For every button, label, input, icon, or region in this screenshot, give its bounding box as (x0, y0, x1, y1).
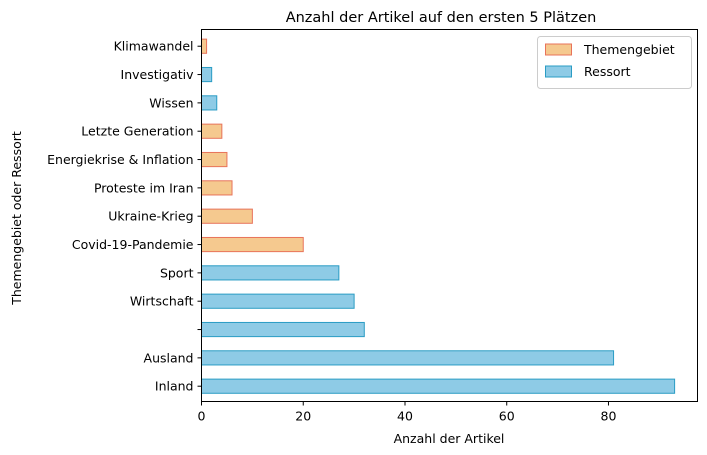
bar (201, 38, 208, 54)
x-ticks-group: 0 20 40 60 80 (198, 401, 617, 424)
y-tick-label: Inland (155, 379, 194, 394)
y-tick-label: Proteste im Iran (94, 180, 194, 195)
bar (201, 293, 355, 309)
bar (201, 378, 676, 394)
y-tick-label: Ausland (144, 350, 194, 365)
y-tick-label: Wissen (149, 95, 193, 110)
x-tick-label: 20 (295, 409, 311, 424)
legend-label: Ressort (584, 64, 631, 79)
plot-frame (201, 29, 698, 402)
y-ticks-group: Inland Ausland Wirtschaft Sport Covid-19-Pan… (47, 39, 202, 394)
legend-swatch (545, 65, 572, 78)
bar (201, 265, 340, 281)
y-tick-label: Letzte Generation (81, 124, 193, 139)
bars-group (201, 38, 676, 394)
bar (201, 236, 304, 253)
y-tick-label: Wirtschaft (130, 294, 194, 309)
x-tick-label: 80 (601, 409, 617, 424)
bar (201, 208, 253, 224)
x-axis-label: Anzahl der Artikel (394, 431, 505, 446)
y-tick-label: Sport (160, 265, 194, 280)
legend-swatch (545, 43, 572, 56)
x-tick-label: 60 (499, 409, 515, 424)
y-tick-label: Covid-19-Pandemie (72, 237, 194, 252)
y-tick-label: Ukraine-Krieg (108, 209, 193, 224)
x-tick-label: 40 (397, 409, 413, 424)
bar (201, 321, 365, 338)
y-tick-label: Klimawandel (114, 39, 194, 54)
x-tick-label: 0 (198, 409, 206, 424)
legend-label: Themengebiet (583, 42, 675, 57)
y-tick-label: Energiekrise & Inflation (47, 152, 193, 167)
bar (201, 151, 228, 168)
bar (201, 66, 213, 83)
y-axis-label: Themengebiet oder Ressort (9, 131, 24, 306)
chart-title: Anzahl der Artikel auf den ersten 5 Plät… (286, 10, 597, 26)
y-tick-label: Investigativ (121, 67, 195, 82)
bar (201, 95, 218, 111)
bar (201, 350, 615, 366)
bar (201, 123, 223, 139)
bar (201, 180, 233, 196)
legend: Themengebiet Ressort (537, 36, 692, 89)
legend-box (537, 36, 692, 89)
